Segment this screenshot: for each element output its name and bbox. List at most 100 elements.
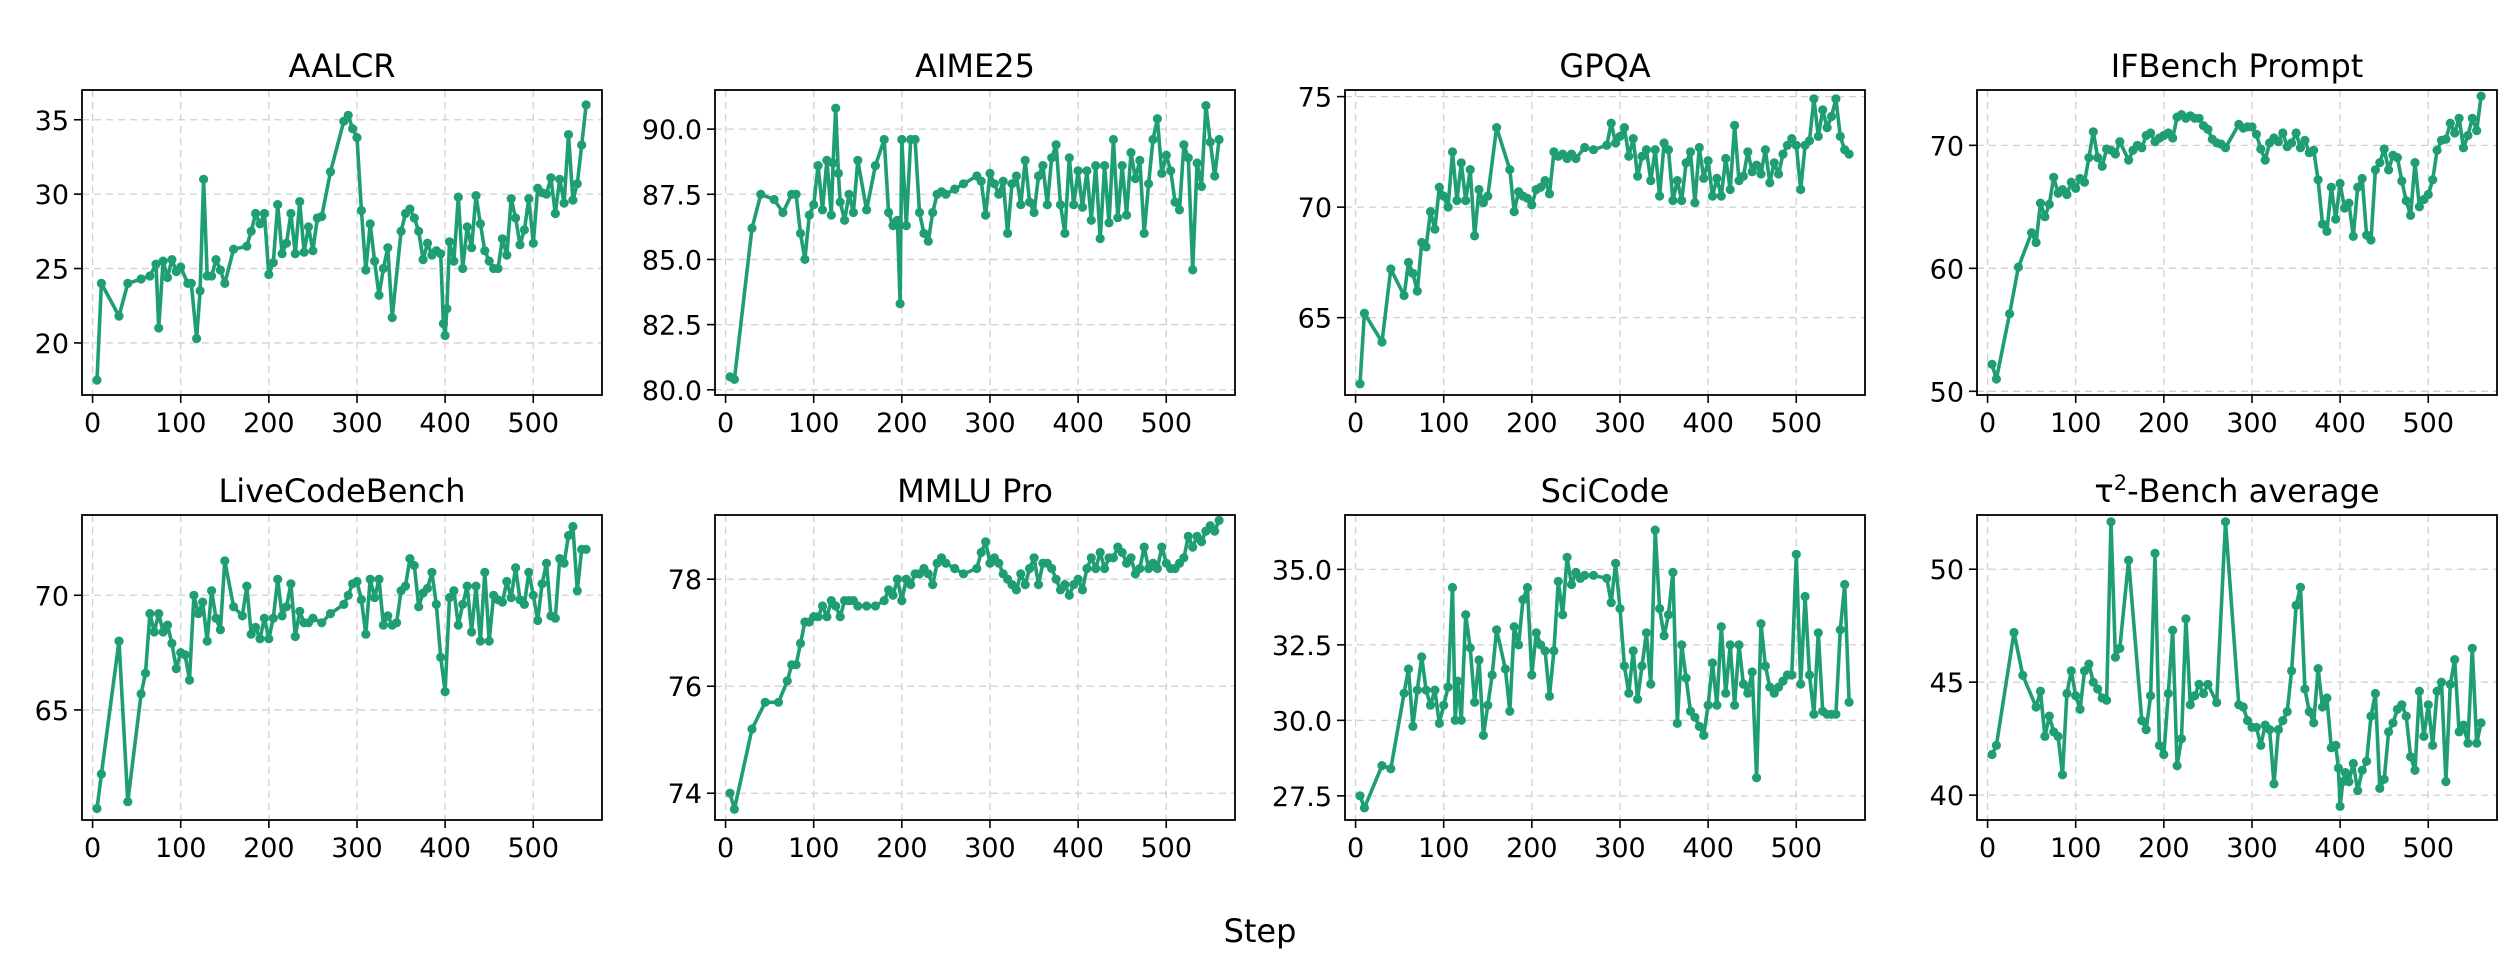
data-point (1456, 715, 1466, 725)
data-point (458, 263, 468, 274)
data-point (519, 225, 530, 235)
data-point (348, 124, 358, 134)
data-point (729, 374, 740, 384)
data-point (510, 563, 521, 573)
data-point (2194, 113, 2204, 123)
data-point (1844, 697, 1854, 707)
data-point (2467, 113, 2477, 123)
data-point (1544, 691, 1555, 701)
data-point (2472, 738, 2482, 748)
data-point (192, 333, 202, 344)
chart-title: LiveCodeBench (218, 472, 465, 510)
data-point (1527, 670, 1537, 680)
data-point (480, 246, 490, 256)
data-point (853, 601, 863, 611)
data-point (1439, 191, 1449, 201)
data-point (2005, 309, 2015, 319)
data-point (1020, 580, 1030, 590)
data-point (2317, 219, 2328, 229)
data-point (1730, 700, 1740, 710)
data-point (255, 634, 265, 644)
data-point (431, 599, 441, 610)
data-point (2472, 126, 2482, 136)
data-point (229, 602, 239, 612)
data-point (1659, 631, 1669, 641)
data-point (1492, 625, 1502, 635)
data-point (2251, 722, 2261, 733)
data-point (524, 567, 534, 577)
chart-panel: IFBench Prompt 0 100 200 300 400 500 50 60 70 (1930, 47, 2498, 439)
y-tick-label: 20 (35, 329, 69, 360)
data-point (541, 189, 552, 199)
data-point (2375, 158, 2385, 168)
data-point (1787, 670, 1797, 680)
x-tick-label: 400 (1682, 833, 1734, 864)
data-point (2454, 727, 2464, 737)
data-point (2062, 189, 2072, 200)
data-point (1606, 118, 1616, 128)
data-point (1813, 628, 1823, 638)
y-tick-label: 76 (668, 672, 702, 703)
data-point (725, 788, 735, 798)
data-point (928, 580, 938, 590)
data-point (374, 290, 384, 300)
y-tick-label: 30 (35, 180, 69, 211)
data-point (438, 319, 448, 329)
data-point (2370, 688, 2380, 699)
plot-frame (1344, 89, 1866, 396)
data-point (888, 590, 898, 600)
data-point (941, 189, 951, 199)
data-point (405, 204, 415, 214)
plot-frame (81, 514, 603, 821)
data-point (831, 601, 841, 611)
data-point (1769, 158, 1779, 168)
data-point (919, 228, 929, 238)
data-point (2333, 763, 2343, 773)
data-point (1196, 181, 1207, 192)
plot-frame (1344, 514, 1866, 821)
data-point (1522, 193, 1532, 203)
data-point (1522, 582, 1532, 593)
data-point (1500, 664, 1510, 674)
chart-title: IFBench Prompt (2111, 47, 2364, 85)
data-point (186, 278, 196, 288)
data-point (145, 609, 155, 619)
data-point (1430, 224, 1440, 234)
data-point (220, 556, 230, 566)
data-point (1461, 195, 1471, 206)
data-point (290, 631, 300, 642)
y-tick-label: 74 (668, 779, 702, 810)
data-point (123, 278, 133, 288)
data-point (1434, 182, 1444, 192)
data-point (1091, 563, 1101, 574)
data-point (906, 580, 916, 590)
data-point (1588, 145, 1599, 155)
data-point (1157, 168, 1167, 178)
y-tick-label: 60 (1930, 254, 1964, 285)
data-point (387, 313, 397, 323)
data-point (1412, 286, 1422, 296)
data-point (1403, 257, 1414, 267)
data-point (1157, 542, 1167, 552)
data-point (1677, 195, 1687, 206)
data-point (2463, 130, 2473, 141)
data-point (1778, 149, 1788, 159)
data-point (1192, 158, 1202, 168)
shared-x-axis-label: Step (1224, 912, 1297, 950)
data-point (1183, 531, 1193, 542)
data-point (826, 210, 836, 220)
data-point (981, 537, 991, 547)
data-point (2013, 262, 2023, 272)
data-point (2194, 679, 2204, 690)
data-point (2040, 212, 2050, 222)
data-point (462, 222, 472, 232)
y-tick-label: 82.5 (642, 311, 702, 342)
data-point (1835, 131, 1845, 141)
data-point (1051, 140, 1061, 150)
data-point (1188, 265, 1198, 275)
chart-panel: GPQA 0 100 200 300 400 500 65 70 75 (1298, 47, 1866, 439)
data-point (1694, 721, 1704, 732)
data-point (2185, 700, 2195, 710)
data-point (1531, 628, 1541, 638)
data-point (2220, 517, 2231, 527)
